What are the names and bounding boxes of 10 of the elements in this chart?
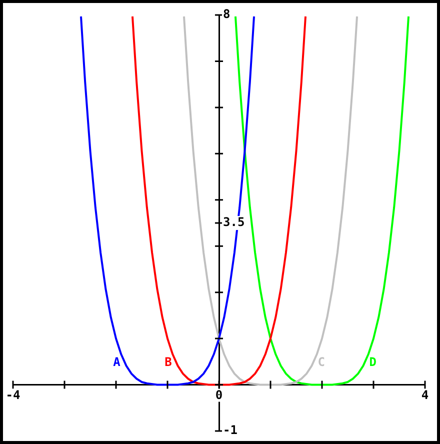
x-tick-label: -4 [6, 388, 20, 402]
series-label: A [113, 354, 122, 369]
y-tick-label: 3.5 [223, 215, 245, 230]
x-tick-label: 4 [421, 388, 429, 402]
series-label: C [318, 354, 325, 369]
series-label: D [369, 354, 376, 369]
x-tick-label: 0 [215, 388, 223, 402]
y-tick-label: -1 [223, 423, 238, 438]
y-tick-label: 8 [223, 7, 230, 22]
series-label: B [164, 354, 172, 369]
